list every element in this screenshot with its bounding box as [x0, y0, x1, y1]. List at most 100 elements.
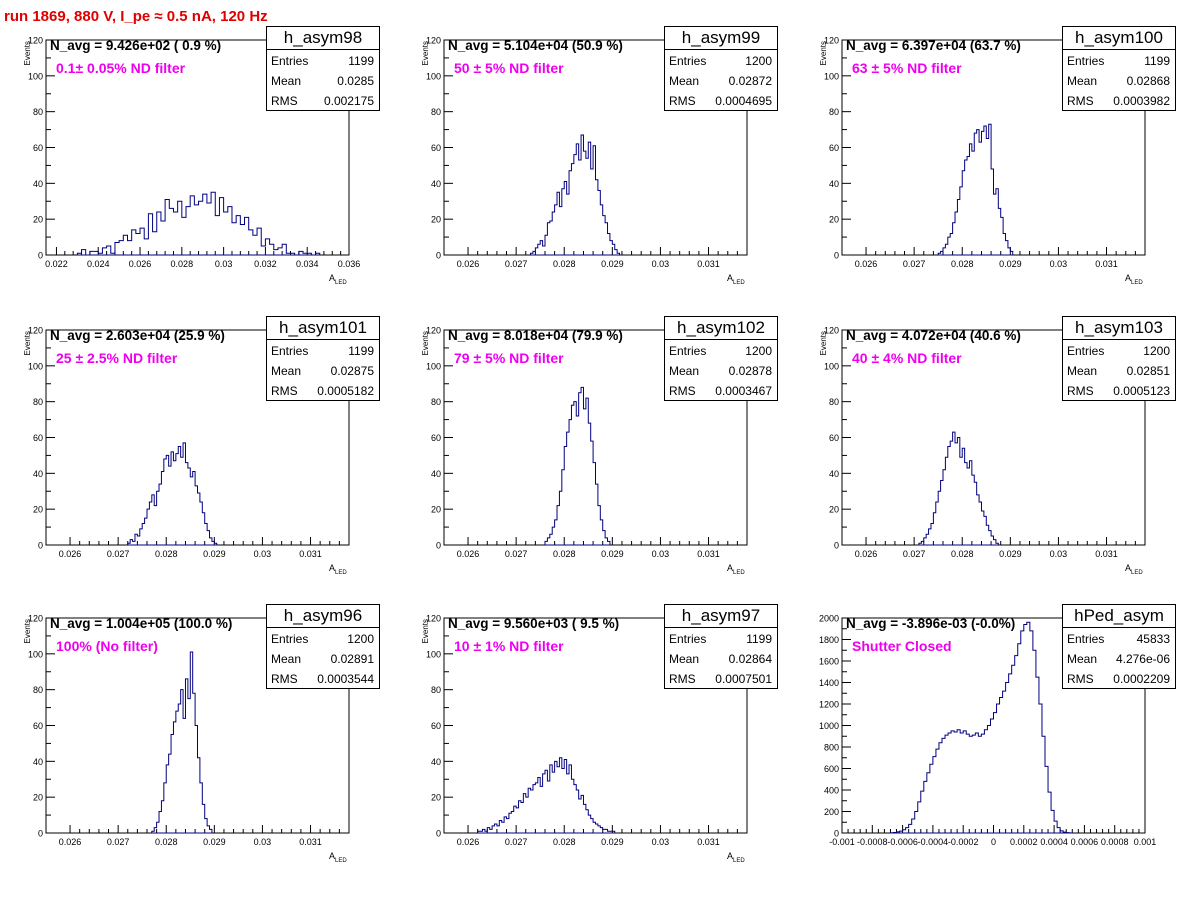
stats-value: 0.0003544 [317, 672, 374, 686]
x-tick-label: 0.031 [697, 259, 720, 269]
x-tick-label: 0.028 [951, 259, 974, 269]
stats-value: 1199 [348, 54, 374, 68]
x-tick-label: 0.027 [903, 549, 926, 559]
x-axis-title-sub: LED [733, 570, 745, 576]
y-tick-label: 40 [33, 179, 43, 189]
stats-row: Mean 0.02878 [669, 361, 772, 381]
x-tick-label: 0.028 [155, 549, 178, 559]
x-tick-label: 0.022 [45, 259, 68, 269]
x-tick-label: -0.0004 [918, 837, 949, 847]
filter-annotation: 50 ± 5% ND filter [454, 60, 564, 76]
y-tick-label: 100 [28, 649, 43, 659]
filter-annotation: 10 ± 1% ND filter [454, 638, 564, 654]
x-tick-label: 0.028 [951, 549, 974, 559]
histogram-name: h_asym102 [665, 317, 777, 340]
x-tick-label: 0.03 [215, 259, 233, 269]
x-tick-label: 0.03 [254, 549, 272, 559]
y-tick-label: 0 [834, 829, 839, 839]
x-tick-label: 0.001 [1134, 837, 1157, 847]
histogram-line [530, 134, 621, 255]
x-tick-label: 0.03 [652, 837, 670, 847]
y-tick-label: 20 [33, 505, 43, 515]
filter-annotation: 25 ± 2.5% ND filter [56, 350, 178, 366]
stats-key: Mean [1067, 74, 1098, 88]
stats-key: Entries [669, 632, 707, 646]
x-axis-title-sub: LED [733, 858, 745, 864]
histogram-panel: 0 20 40 60 80 100 120 0.026 0.027 0.028 0.029 0.03 0… [796, 316, 1191, 610]
stats-row: Mean 0.02851 [1067, 361, 1170, 381]
x-axis-title: ALED [329, 851, 347, 864]
stats-key: Mean [669, 364, 700, 378]
y-tick-label: 100 [426, 361, 441, 371]
stats-key: Mean [271, 364, 302, 378]
stats-row: Entries 1200 [1067, 341, 1170, 361]
stats-box: h_asym101 Entries 1199 Mean 0.02875 RMS 0.0005… [266, 316, 380, 401]
x-axis-title-sub: LED [335, 858, 347, 864]
stats-row: Entries 45833 [1067, 629, 1170, 649]
histogram-plot: 0 20 40 60 80 100 120 0.026 0.027 0.028 0.029 0.03 0… [421, 614, 748, 864]
y-tick-label: 20 [829, 215, 839, 225]
x-tick-label: 0.028 [553, 837, 576, 847]
y-tick-label: 0 [834, 251, 839, 261]
x-axis-title: ALED [329, 273, 347, 286]
y-tick-label: 120 [426, 326, 441, 336]
x-axis-title-main: A [727, 563, 733, 573]
filter-annotation: 100% (No filter) [56, 638, 158, 654]
x-tick-label: 0.0004 [1040, 837, 1068, 847]
y-tick-label: 0 [436, 829, 441, 839]
histogram-name: hPed_asym [1063, 605, 1175, 628]
y-tick-label: 1600 [819, 657, 839, 667]
stats-box: hPed_asym Entries 45833 Mean 4.276e-06 RMS 0.0… [1062, 604, 1176, 689]
stats-value: 1200 [1143, 344, 1170, 358]
stats-key: Entries [669, 344, 707, 358]
histogram-line [76, 191, 321, 256]
x-tick-label: 0.034 [296, 259, 319, 269]
x-axis-title: ALED [1125, 273, 1143, 286]
x-axis-title: ALED [727, 563, 745, 576]
histogram-name: h_asym103 [1063, 317, 1175, 340]
y-tick-label: 120 [28, 36, 43, 46]
histogram-plot: 0 20 40 60 80 100 120 0.026 0.027 0.028 0.029 0.03 0… [23, 614, 350, 864]
stats-row: Entries 1200 [669, 51, 772, 71]
y-tick-label: 100 [824, 361, 839, 371]
x-tick-label: 0.03 [254, 837, 272, 847]
histogram-plot: 0 20 40 60 80 100 120 0.026 0.027 0.028 0.029 0.03 0… [819, 36, 1146, 286]
y-tick-label: 0 [38, 541, 43, 551]
x-tick-label: 0.026 [59, 837, 82, 847]
y-tick-label: 400 [824, 786, 839, 796]
stats-key: RMS [271, 672, 298, 686]
stats-value: 45833 [1136, 632, 1170, 646]
histogram-panel: 0 20 40 60 80 100 120 0.026 0.027 0.028 0.029 0.03 0… [398, 26, 793, 320]
navg-label: N_avg = 2.603e+04 (25.9 %) [50, 328, 225, 343]
histogram-plot: 0 20 40 60 80 100 120 0.026 0.027 0.028 0.029 0.03 0… [819, 326, 1146, 576]
y-tick-label: 80 [829, 397, 839, 407]
x-tick-label: 0.0008 [1101, 837, 1129, 847]
x-tick-label: 0.026 [457, 837, 480, 847]
stats-value: 0.02875 [330, 364, 374, 378]
x-axis-title-sub: LED [335, 280, 347, 286]
y-tick-label: 1000 [819, 721, 839, 731]
navg-label: N_avg = 6.397e+04 (63.7 %) [846, 38, 1021, 53]
y-tick-label: 100 [28, 361, 43, 371]
y-tick-label: 80 [431, 685, 441, 695]
stats-value: 0.02868 [1126, 74, 1170, 88]
x-tick-label: 0.029 [601, 549, 624, 559]
x-tick-label: -0.0006 [887, 837, 918, 847]
histogram-name: h_asym96 [267, 605, 379, 628]
y-axis-title: Events [421, 331, 430, 355]
x-tick-label: 0.031 [1095, 259, 1118, 269]
filter-annotation: 63 ± 5% ND filter [852, 60, 962, 76]
histogram-name: h_asym99 [665, 27, 777, 50]
x-tick-label: 0.029 [999, 259, 1022, 269]
y-axis-title: Events [819, 41, 828, 65]
y-tick-label: 60 [33, 721, 43, 731]
y-tick-label: 20 [431, 215, 441, 225]
y-tick-label: 0 [834, 541, 839, 551]
x-tick-label: 0.028 [171, 259, 194, 269]
navg-label: N_avg = 4.072e+04 (40.6 %) [846, 328, 1021, 343]
y-tick-label: 40 [431, 757, 441, 767]
y-tick-label: 60 [431, 433, 441, 443]
x-tick-label: 0.028 [155, 837, 178, 847]
x-tick-label: -0.0008 [857, 837, 888, 847]
y-tick-label: 120 [824, 326, 839, 336]
